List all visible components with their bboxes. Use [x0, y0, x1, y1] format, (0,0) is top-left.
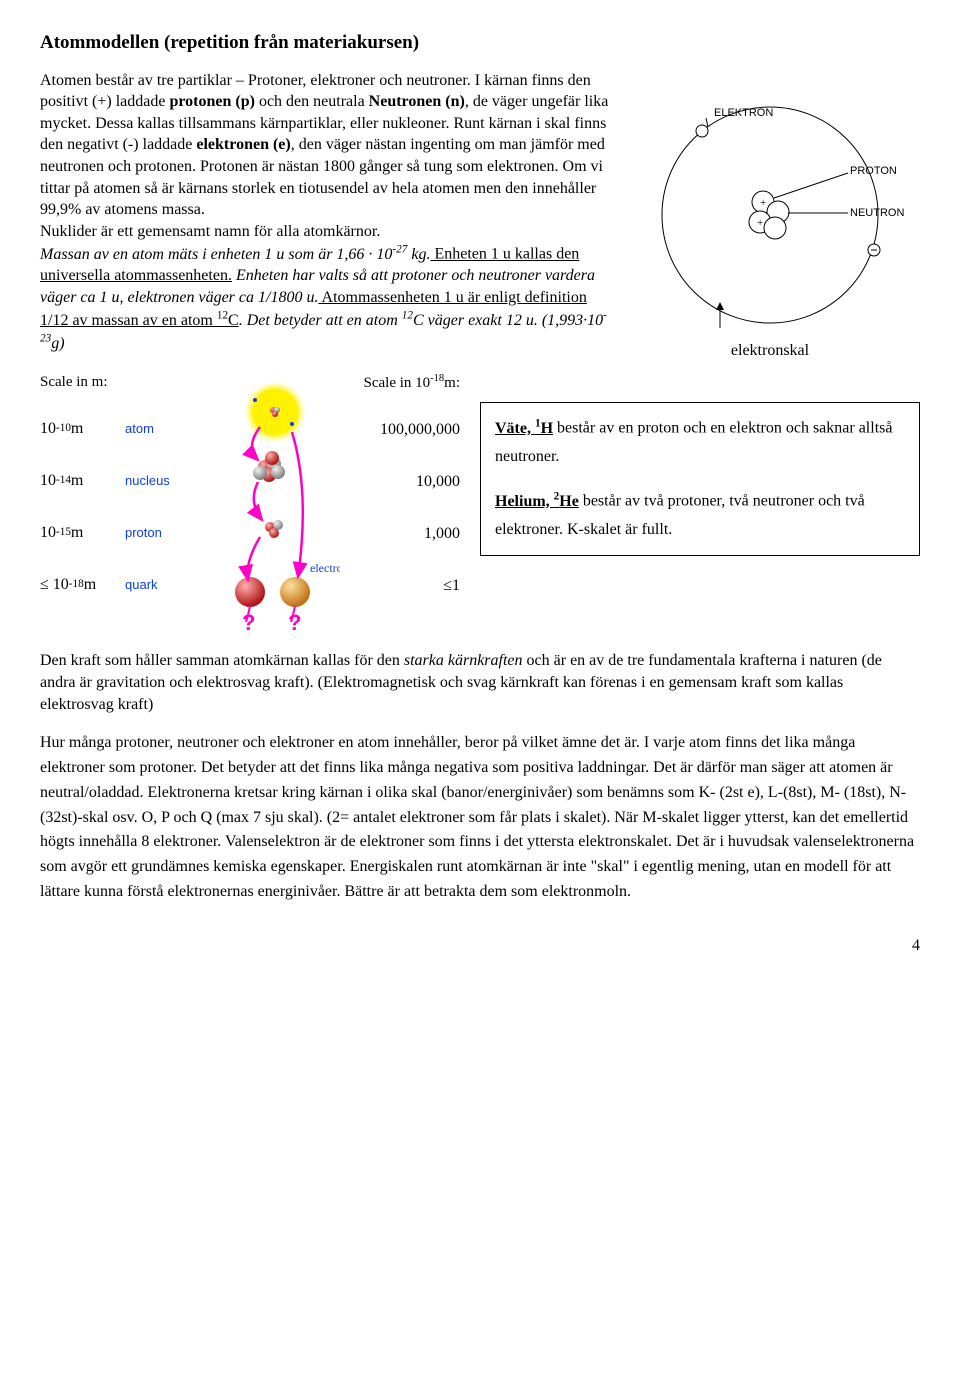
intro-paragraph: Atomen består av tre partiklar – Protone… [40, 70, 610, 355]
box-u1: Väte, [495, 420, 535, 437]
p1-i1-end: kg. [407, 246, 430, 263]
scale-right-header-b: m: [444, 375, 460, 391]
scale-right-value: 1,000 [350, 508, 460, 560]
scale-left-value: ≤ 10-18m [40, 559, 115, 611]
neutron-label: NEUTRON [850, 207, 904, 219]
electron-label: ELEKTRON [714, 107, 773, 119]
p1-bold2: Neutronen (n) [369, 93, 465, 110]
scale-right-value: ≤1 [350, 560, 460, 612]
scale-diagram: Scale in m: 10-10m10-14m10-15m≤ 10-18m a… [40, 372, 460, 632]
scale-left-value: 10-15m [40, 507, 115, 559]
p1-u2-end: C [228, 312, 239, 329]
scale-right-value: 100,000,000 [350, 404, 460, 456]
proton-label: PROTON [850, 165, 897, 177]
svg-text:?: ? [288, 610, 301, 635]
p2a: Den kraft som håller samman atomkärnan k… [40, 652, 404, 669]
box-b1: H [541, 420, 553, 437]
svg-text:+: + [757, 217, 763, 229]
p1-i3-end: g) [51, 335, 64, 352]
atom-diagram: ELEKTRON + + PROTON NEUTRON elektronskal [620, 70, 920, 350]
atom-caption: elektronskal [620, 340, 920, 362]
scale-left-value: 10-10m [40, 403, 115, 455]
element-info-box: Väte, 1H består av en proton och en elek… [480, 402, 920, 556]
svg-text:+: + [760, 197, 766, 209]
box-b2: He [559, 493, 579, 510]
p1-bold3: elektronen (e) [196, 136, 290, 153]
p1-bold1: protonen (p) [169, 93, 255, 110]
p1-i3-mid: C väger exakt 12 u. (1,993·10 [413, 312, 603, 329]
p1-i3-sup: 12 [402, 310, 413, 322]
scale-left-header: Scale in m: [40, 372, 115, 392]
top-section: Atomen består av tre partiklar – Protone… [40, 70, 920, 355]
scale-right-header-sup: -18 [430, 373, 444, 384]
scale-label: quark [125, 559, 200, 611]
page-title: Atommodellen (repetition från materiakur… [40, 30, 920, 56]
scale-electron-label: electron [310, 561, 340, 575]
page-number: 4 [40, 935, 920, 957]
p1-line2: Nuklider är ett gemensamt namn för alla … [40, 223, 380, 240]
p2i: starka kärnkraften [404, 652, 523, 669]
paragraph-force: Den kraft som håller samman atomkärnan k… [40, 650, 920, 715]
p1-m1: och den neutrala [255, 93, 369, 110]
p1-i1-sup: -27 [392, 243, 407, 255]
scale-label: atom [125, 403, 200, 455]
p1-i1: Massan av en atom mäts i enheten 1 u som… [40, 246, 392, 263]
mid-section: Scale in m: 10-10m10-14m10-15m≤ 10-18m a… [40, 372, 920, 632]
scale-label: nucleus [125, 455, 200, 507]
box-u2: Helium, [495, 493, 554, 510]
p1-i3: . Det betyder att en atom [239, 312, 402, 329]
scale-label: proton [125, 507, 200, 559]
paragraph-shells: Hur många protoner, neutroner och elektr… [40, 731, 920, 905]
p1-u2-sup: 12 [217, 310, 228, 322]
scale-right-header-a: Scale in 10 [364, 375, 431, 391]
box-t1: består av en proton och en elektron och … [495, 420, 892, 466]
scale-right-value: 10,000 [350, 456, 460, 508]
scale-left-value: 10-14m [40, 455, 115, 507]
